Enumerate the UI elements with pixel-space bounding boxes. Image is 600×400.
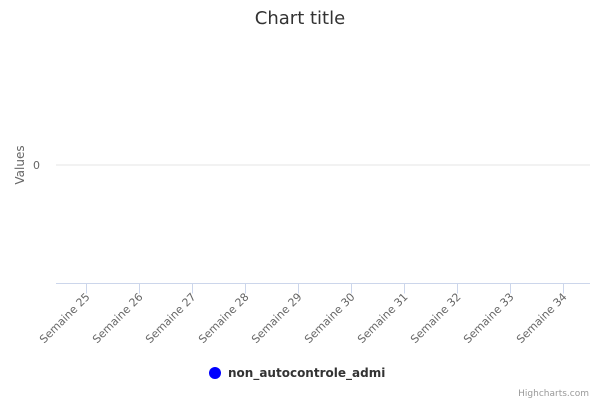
credits-link[interactable]: Highcharts.com [518, 389, 589, 399]
legend-item-label[interactable]: non_autocontrole_admi [228, 366, 385, 381]
y-tick-label-0: 0 [33, 159, 40, 172]
legend-marker-icon[interactable] [209, 367, 221, 379]
chart-title: Chart title [255, 8, 345, 29]
legend[interactable]: non_autocontrole_admi [209, 366, 385, 381]
y-axis-title: Values [13, 145, 27, 184]
